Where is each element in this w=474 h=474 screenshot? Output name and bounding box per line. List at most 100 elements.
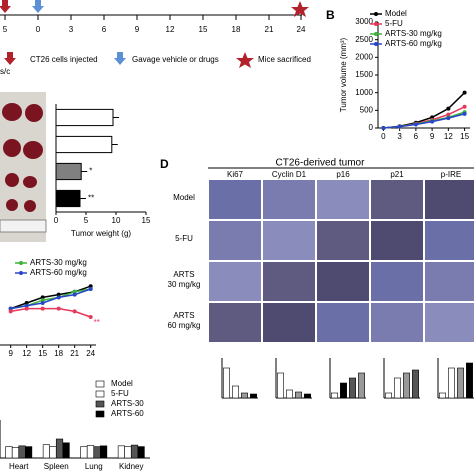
legend-swatch bbox=[95, 410, 105, 418]
timeline-label: 12 bbox=[166, 25, 175, 34]
data-point bbox=[72, 289, 77, 294]
panel-label: B bbox=[326, 8, 335, 22]
column-header: p21 bbox=[390, 170, 404, 179]
bar bbox=[385, 392, 392, 399]
bar bbox=[304, 393, 311, 399]
data-point bbox=[88, 315, 93, 319]
y-axis-label: Tumor volume (mm³) bbox=[339, 37, 348, 112]
bar bbox=[232, 385, 239, 399]
ihc-image bbox=[209, 303, 261, 342]
bar bbox=[466, 362, 473, 399]
ihc-image bbox=[317, 303, 369, 342]
data-point bbox=[8, 306, 13, 311]
ruler bbox=[0, 219, 47, 233]
ihc-image bbox=[425, 221, 474, 260]
legend-label: Model bbox=[385, 9, 407, 18]
data-point bbox=[72, 309, 77, 314]
x-tick-label: 10 bbox=[112, 216, 121, 225]
legend-marker bbox=[19, 261, 23, 265]
gavage-arrow bbox=[32, 0, 44, 13]
data-point bbox=[88, 287, 93, 291]
column-header: Ki67 bbox=[227, 170, 244, 179]
data-point bbox=[40, 306, 45, 311]
x-tick-label: 0 bbox=[54, 216, 59, 225]
y-tick-label: 2500 bbox=[355, 35, 373, 44]
row-label-line: 5-FU bbox=[175, 234, 193, 243]
bar bbox=[349, 377, 356, 399]
inject-arrow bbox=[0, 0, 11, 13]
legend-label: ARTS-30 mg/kg bbox=[30, 258, 87, 267]
x-tick-label: 0 bbox=[381, 132, 386, 141]
x-tick-label: 15 bbox=[142, 216, 151, 225]
row-label-line: ARTS bbox=[173, 311, 194, 320]
data-point bbox=[446, 112, 451, 117]
ihc-image bbox=[209, 180, 261, 219]
legend-marker bbox=[374, 32, 378, 36]
row-label: Model bbox=[173, 193, 195, 202]
data-point bbox=[381, 126, 386, 130]
x-tick-label: 12 bbox=[444, 132, 453, 141]
y-tick-label: 500 bbox=[360, 105, 374, 114]
bar bbox=[49, 446, 57, 459]
x-tick-label: 21 bbox=[70, 349, 79, 358]
ihc-image bbox=[263, 180, 315, 219]
bar bbox=[62, 442, 70, 459]
y-tick-label: 1000 bbox=[355, 88, 373, 97]
row-label: ARTS 60 mg/kg bbox=[168, 311, 201, 330]
bar bbox=[331, 392, 338, 399]
legend-swatch bbox=[95, 390, 105, 398]
bar bbox=[55, 162, 82, 181]
legend-label: Model bbox=[111, 379, 133, 388]
column-header: Cyclin D1 bbox=[272, 170, 307, 179]
data-point bbox=[24, 301, 29, 305]
tumor-blobs bbox=[2, 103, 43, 212]
x-tick-label: 6 bbox=[414, 132, 419, 141]
x-tick-label: 15 bbox=[460, 132, 469, 141]
bar bbox=[403, 372, 410, 399]
data-point bbox=[462, 104, 467, 109]
data-point bbox=[446, 106, 451, 111]
ihc-image bbox=[263, 303, 315, 342]
ihc-image bbox=[317, 180, 369, 219]
bar bbox=[358, 372, 365, 399]
y-tick-label: 2000 bbox=[355, 52, 373, 61]
data-point bbox=[8, 309, 13, 314]
data-point bbox=[462, 111, 467, 116]
x-tick-label: 5 bbox=[84, 216, 89, 225]
timeline-label: 24 bbox=[297, 25, 306, 34]
data-point bbox=[446, 116, 451, 121]
bar bbox=[18, 445, 26, 459]
y-tick-label: 3000 bbox=[355, 17, 373, 26]
series-line bbox=[10, 288, 91, 310]
timeline-label: 3 bbox=[69, 25, 74, 34]
legend-marker bbox=[19, 271, 23, 275]
data-point bbox=[72, 292, 77, 297]
ihc-image bbox=[263, 221, 315, 260]
legend-label: 5-FU bbox=[111, 389, 129, 398]
timeline-label: 18 bbox=[232, 25, 241, 34]
ihc-image bbox=[263, 262, 315, 301]
data-point bbox=[413, 122, 418, 127]
x-tick-label: Kidney bbox=[119, 462, 143, 471]
data-point bbox=[56, 295, 61, 300]
bar bbox=[295, 391, 302, 399]
bar bbox=[55, 189, 81, 208]
data-point bbox=[430, 119, 435, 124]
annotation: * bbox=[89, 167, 92, 176]
legend-inject-icon bbox=[4, 52, 16, 65]
y-tick-label: 1500 bbox=[355, 70, 373, 79]
timeline-label: 5 bbox=[3, 25, 8, 34]
annotation: ** bbox=[88, 194, 94, 203]
bar bbox=[25, 446, 33, 459]
bar bbox=[394, 377, 401, 399]
ihc-image bbox=[371, 221, 423, 260]
legend-marker bbox=[374, 12, 378, 16]
data-point bbox=[40, 301, 45, 305]
legend-label: ARTS-30 mg/kg bbox=[385, 29, 442, 38]
bar bbox=[340, 382, 347, 399]
ihc-image bbox=[209, 262, 261, 301]
bar bbox=[42, 444, 50, 459]
data-point bbox=[24, 306, 29, 311]
bar bbox=[241, 392, 248, 399]
